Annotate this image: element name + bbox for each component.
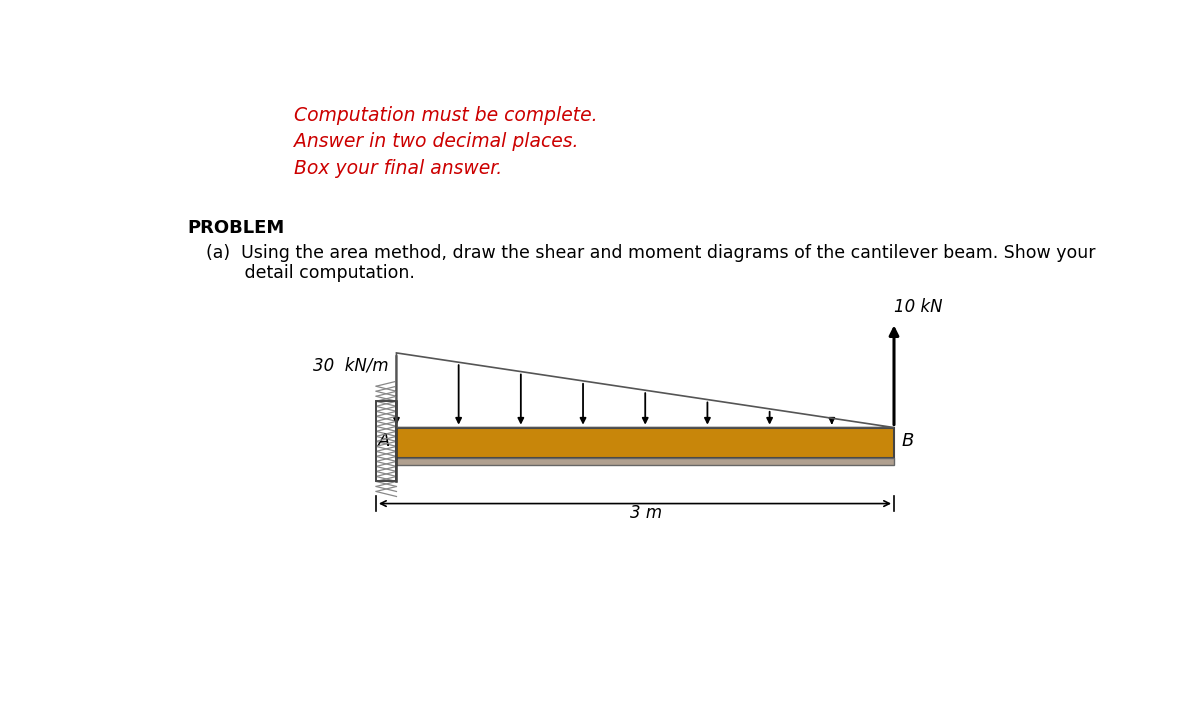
- Text: Computation must be complete.: Computation must be complete.: [294, 106, 598, 124]
- Text: B: B: [901, 432, 914, 450]
- Text: Box your final answer.: Box your final answer.: [294, 159, 503, 177]
- Text: 3 m: 3 m: [630, 504, 661, 522]
- Text: A: A: [378, 432, 390, 450]
- Text: 10 kN: 10 kN: [894, 298, 942, 317]
- Text: Answer in two decimal places.: Answer in two decimal places.: [294, 132, 578, 151]
- Bar: [376, 401, 396, 482]
- Text: PROBLEM: PROBLEM: [187, 219, 284, 237]
- Text: detail computation.: detail computation.: [206, 264, 415, 282]
- Text: 30  kN/m: 30 kN/m: [313, 356, 389, 374]
- Bar: [396, 427, 894, 458]
- Bar: [396, 458, 894, 465]
- Text: (a)  Using the area method, draw the shear and moment diagrams of the cantilever: (a) Using the area method, draw the shea…: [206, 243, 1096, 262]
- Bar: [376, 401, 396, 482]
